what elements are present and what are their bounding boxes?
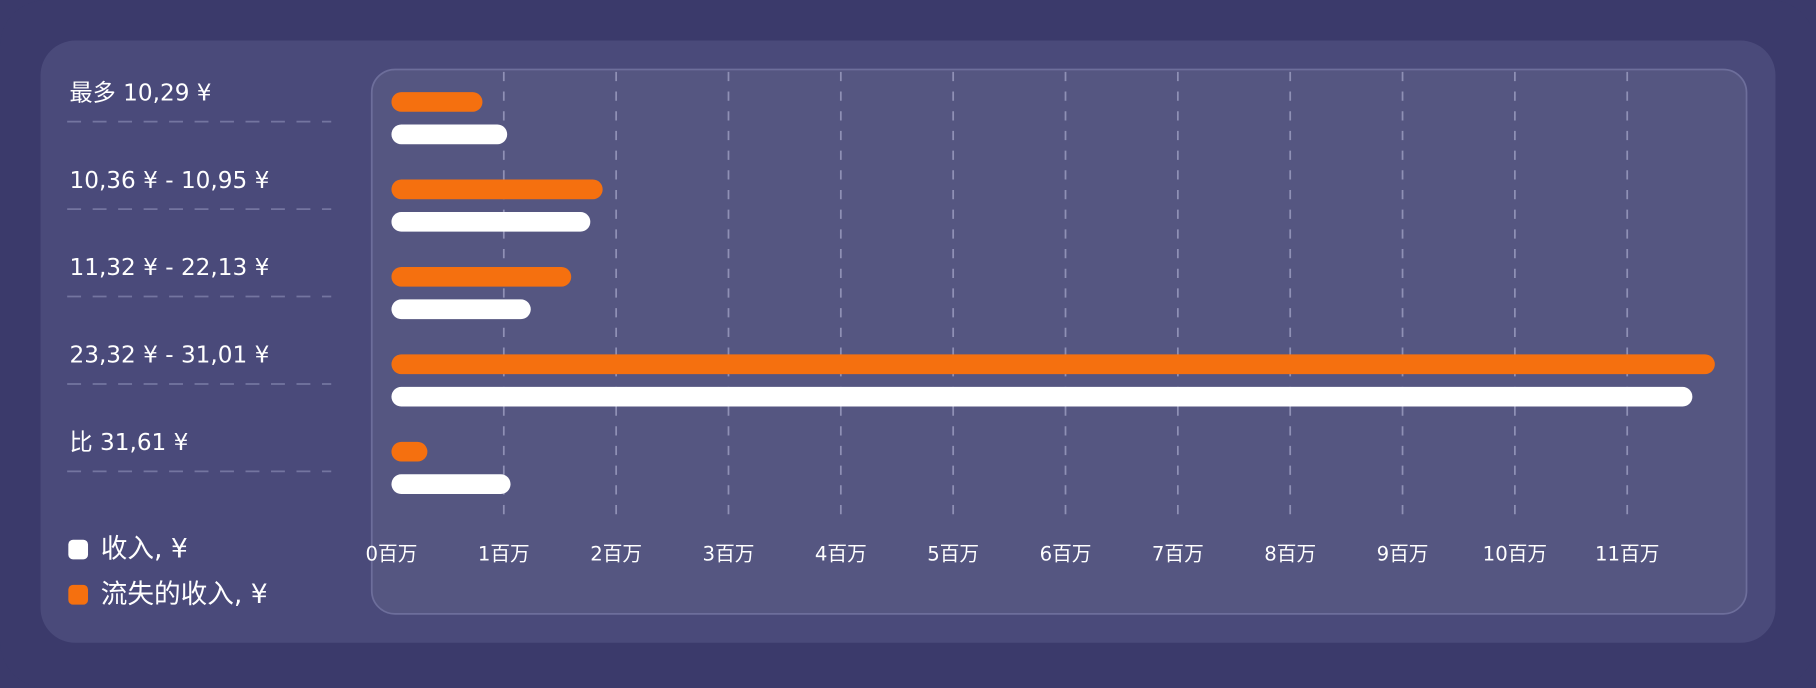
x-tick-label: 4百万 [815,542,867,565]
bar [391,124,508,145]
x-tick-label: 9百万 [1377,542,1429,565]
x-tick-label: 11百万 [1595,542,1659,565]
bar [391,386,1693,407]
category-label: 23,32 ¥ - 31,01 ¥ [69,343,269,369]
bar [391,474,511,494]
x-tick-label: 10百万 [1483,542,1547,565]
category-label: 10,36 ¥ - 10,95 ¥ [69,168,269,194]
bar [391,266,572,287]
legend-swatch [68,584,89,605]
bar [391,211,591,232]
category-label: 11,32 ¥ - 22,13 ¥ [69,255,269,281]
x-tick-label: 5百万 [927,542,979,565]
category-label: 比 31,61 ¥ [69,430,188,456]
bar [391,299,531,320]
x-tick-label: 8百万 [1264,542,1316,565]
bar [391,92,483,112]
x-tick-label: 2百万 [590,542,642,565]
legend-swatch [68,539,89,560]
category-label: 最多 10,29 ¥ [69,80,211,106]
x-tick-label: 1百万 [478,542,530,565]
legend-label: 流失的收入, ¥ [101,579,268,610]
bar [391,354,1715,375]
legend-label: 收入, ¥ [101,534,188,565]
x-tick-label: 6百万 [1040,542,1092,565]
x-tick-label: 7百万 [1152,542,1204,565]
bar [391,179,603,200]
plot-panel [370,68,1748,615]
x-tick-label: 0百万 [366,542,418,565]
bar [391,441,428,462]
x-tick-label: 3百万 [703,542,755,565]
